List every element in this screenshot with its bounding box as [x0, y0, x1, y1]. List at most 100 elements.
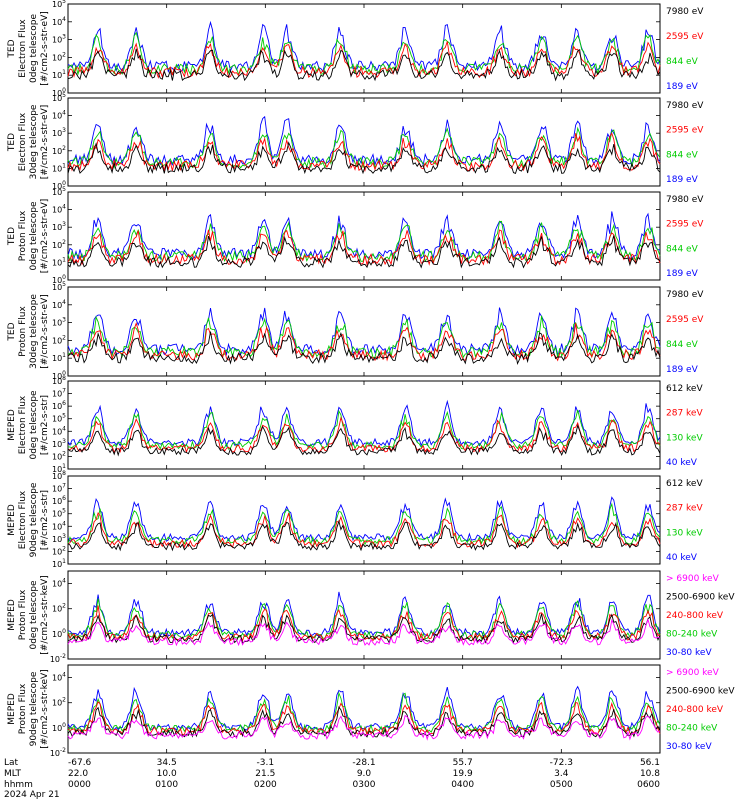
y-axis-label: MEPED [7, 409, 17, 441]
y-tick-label-exp: 2 [62, 603, 66, 610]
x-tick-label-lat: 55.7 [453, 758, 473, 768]
legend-287-kev: 287 keV [666, 409, 703, 419]
y-tick-label: 106 [52, 495, 66, 506]
y-tick-label-exp: 5 [62, 186, 66, 193]
y-tick-label-exp: 2 [62, 145, 66, 152]
y-axis-label: [#/cm2-s-str-keV] [40, 669, 50, 748]
y-axis-label: TED [7, 227, 17, 246]
x-tick-label-hhmm: 0300 [353, 780, 376, 790]
y-tick-label-base: 10 [52, 699, 62, 708]
series-line-2595-ev [67, 41, 661, 79]
y-tick-label-exp: 3 [62, 34, 66, 41]
x-tick-label-hhmm: 0600 [637, 780, 660, 790]
y-tick-label: 104 [52, 299, 66, 310]
y-axis-label: [#/cm2-s-str-eV] [40, 11, 50, 86]
y-tick-label: 101 [52, 463, 66, 474]
y-tick-label-base: 10 [52, 206, 62, 215]
y-tick-label: 100 [52, 274, 66, 285]
y-tick-label-exp: 5 [62, 508, 66, 515]
y-tick-label-exp: 5 [62, 0, 66, 5]
y-tick-label-base: 10 [52, 36, 62, 45]
y-tick-label-exp: 4 [62, 16, 66, 23]
y-tick-label-base: 10 [52, 535, 62, 544]
y-tick-label-exp: 2 [62, 545, 66, 552]
x-tick-label-mlt: 21.5 [255, 769, 275, 779]
y-tick-label: 102 [52, 239, 66, 250]
x-tick-label-lat: -72.3 [550, 758, 573, 768]
y-axis-label: Proton Flux [18, 589, 28, 640]
y-tick-label-base: 10 [52, 440, 62, 449]
y-tick-label-exp: 4 [62, 578, 66, 585]
y-axis-label: [#/cm2-s-str] [40, 395, 50, 455]
series-line-130-kev [67, 409, 661, 451]
y-tick-label-base: 10 [52, 223, 62, 232]
y-tick-label-exp: 5 [62, 413, 66, 420]
y-tick-label-exp: 4 [62, 110, 66, 117]
series-line-844-ev [67, 220, 661, 264]
y-axis-label: Proton Flux [18, 210, 28, 261]
y-tick-label: 101 [52, 69, 66, 80]
legend--6900-kev: > 6900 keV [666, 668, 720, 678]
y-tick-label-base: 10 [52, 354, 62, 363]
y-tick-label-base: 10 [52, 18, 62, 27]
y-tick-label-base: 10 [52, 427, 62, 436]
y-tick-label: 102 [52, 697, 66, 708]
y-tick-label-base: 10 [52, 129, 62, 138]
y-tick-label-exp: -2 [60, 653, 66, 660]
y-tick-label-base: 10 [52, 497, 62, 506]
legend-80-240-kev: 80-240 keV [666, 630, 718, 640]
y-axis-label: 90deg telescope [29, 482, 39, 557]
y-axis-label: MEPED [7, 693, 17, 725]
legend-7980-ev: 7980 eV [666, 101, 704, 111]
y-tick-label: 104 [52, 672, 66, 683]
legend-189-ev: 189 eV [666, 365, 699, 375]
legend-2595-ev: 2595 eV [666, 32, 704, 42]
y-tick-label: 100 [52, 87, 66, 98]
y-tick-label-base: 10 [52, 560, 62, 569]
legend-844-ev: 844 eV [666, 150, 699, 160]
legend-40-kev: 40 keV [666, 458, 698, 468]
x-tick-label-hhmm: 0200 [254, 780, 277, 790]
y-tick-label-base: 10 [52, 452, 62, 461]
y-tick-label-exp: 7 [62, 388, 66, 395]
series-line-30-80-kev [67, 591, 661, 638]
y-tick-label: 10-2 [50, 747, 66, 758]
y-tick-label-base: 10 [52, 372, 62, 381]
y-tick-label: 108 [52, 470, 66, 481]
y-tick-label-base: 10 [52, 415, 62, 424]
y-tick-label-exp: 7 [62, 483, 66, 490]
y-tick-label-exp: 1 [62, 463, 66, 470]
y-tick-label-exp: 2 [62, 51, 66, 58]
legend-2595-ev: 2595 eV [666, 220, 704, 230]
y-tick-label-base: 10 [52, 241, 62, 250]
legend-40-kev: 40 keV [666, 553, 698, 563]
y-tick-label: 108 [52, 375, 66, 386]
y-axis-label: TED [7, 39, 17, 58]
y-tick-label-base: 10 [52, 402, 62, 411]
y-tick-label: 105 [52, 92, 66, 103]
y-tick-label: 10-2 [50, 653, 66, 664]
legend-2500-6900-kev: 2500-6900 keV [666, 687, 735, 697]
y-axis-label: [#/cm2-s-str-keV] [40, 575, 50, 654]
series-line-2500-6900-kev [67, 613, 661, 644]
legend--6900-kev: > 6900 keV [666, 574, 720, 584]
y-tick-label: 104 [52, 16, 66, 27]
x-tick-label-lat: 34.5 [157, 758, 177, 768]
y-tick-label-exp: 5 [62, 281, 66, 288]
y-tick-label-exp: 2 [62, 334, 66, 341]
y-axis-label: Proton Flux [18, 683, 28, 734]
series-line-240-800-kev [67, 605, 661, 642]
y-axis-label: Electron Flux [18, 19, 28, 78]
y-tick-label-base: 10 [52, 182, 62, 191]
y-tick-label: 106 [52, 400, 66, 411]
y-tick-label: 101 [52, 558, 66, 569]
legend-189-ev: 189 eV [666, 269, 699, 279]
x-tick-label-mlt: 3.4 [554, 769, 569, 779]
legend-189-ev: 189 eV [666, 175, 699, 185]
y-axis-label: [#/cm2-s-str-eV] [40, 294, 50, 369]
x-axis-date: 2024 Apr 21 [4, 790, 60, 800]
y-axis-label: Electron Flux [18, 490, 28, 549]
